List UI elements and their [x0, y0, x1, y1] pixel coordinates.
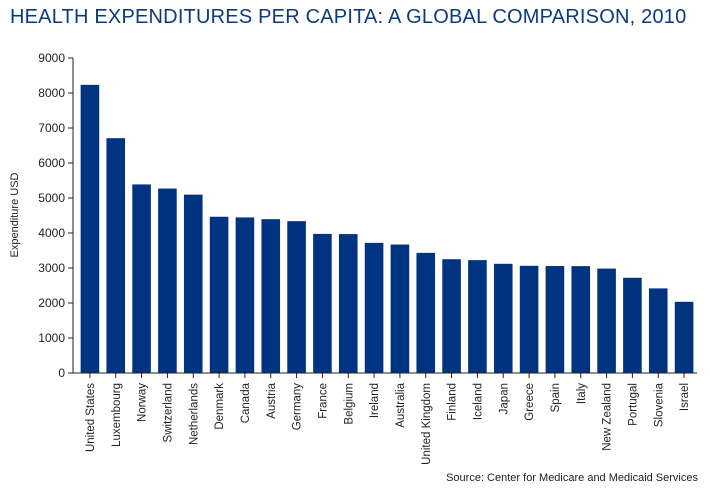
bar-united-kingdom [416, 252, 436, 373]
y-tick-label: 4000 [38, 226, 65, 240]
source-note: Source: Center for Medicare and Medicaid… [446, 472, 698, 484]
y-tick-label: 0 [58, 366, 65, 380]
bar-new-zealand [597, 268, 616, 373]
bar-greece [519, 265, 539, 373]
bar-portugal [623, 277, 642, 373]
x-tick-label: Switzerland [162, 383, 174, 442]
bar-spain [545, 266, 565, 373]
bar-iceland [468, 260, 487, 373]
bar-slovenia [648, 288, 668, 373]
y-tick-label: 2000 [38, 296, 65, 310]
x-tick-label: United Kingdom [421, 383, 433, 465]
bar-netherlands [183, 194, 203, 373]
x-tick-label: Germany [292, 383, 304, 431]
y-tick-label: 5000 [38, 191, 65, 205]
bar-canada [235, 217, 255, 373]
x-tick-label: New Zealand [602, 383, 614, 451]
bar-italy [571, 266, 591, 373]
x-tick-label: Belgium [343, 383, 355, 425]
x-tick-label: Ireland [369, 383, 381, 418]
x-tick-label: Australia [395, 382, 407, 427]
y-tick-label: 7000 [38, 121, 65, 135]
x-tick-label: Spain [550, 383, 562, 412]
x-tick-label: Canada [240, 382, 252, 423]
y-axis-label: Expenditure USD [9, 172, 21, 257]
x-tick-label: Israel [679, 383, 691, 411]
bar-finland [442, 259, 461, 373]
bar-luxembourg [106, 138, 126, 373]
x-tick-label: Japan [498, 383, 510, 414]
y-tick-label: 9000 [38, 51, 65, 65]
x-tick-label: Luxembourg [111, 383, 123, 447]
x-tick-label: Iceland [472, 383, 484, 420]
x-tick-label: Greece [524, 383, 536, 421]
bar-israel [674, 301, 694, 373]
bar-belgium [338, 234, 358, 373]
x-tick-label: Finland [447, 383, 459, 421]
y-tick-label: 6000 [38, 156, 65, 170]
bar-switzerland [158, 188, 177, 373]
x-tick-label: Netherlands [188, 383, 200, 445]
bar-united-states [80, 84, 100, 373]
x-tick-label: Austria [266, 382, 278, 418]
x-tick-label: Norway [137, 383, 149, 422]
bar-ireland [364, 242, 384, 373]
x-tick-label: United States [85, 383, 97, 452]
x-tick-label: Slovenia [653, 382, 665, 427]
bar-france [313, 233, 332, 373]
x-tick-label: Italy [576, 383, 588, 404]
y-tick-label: 1000 [38, 331, 65, 345]
bar-austria [261, 219, 281, 373]
y-tick-label: 3000 [38, 261, 65, 275]
x-tick-label: France [317, 383, 329, 419]
chart-title: HEALTH EXPENDITURES PER CAPITA: A GLOBAL… [10, 6, 687, 28]
x-tick-label: Denmark [214, 383, 226, 430]
bar-australia [390, 244, 410, 373]
bar-germany [287, 221, 306, 373]
x-tick-label: Portugal [627, 383, 639, 426]
bar-japan [493, 263, 513, 373]
y-tick-label: 8000 [38, 86, 65, 100]
bar-denmark [209, 216, 229, 373]
bar-norway [132, 184, 151, 373]
